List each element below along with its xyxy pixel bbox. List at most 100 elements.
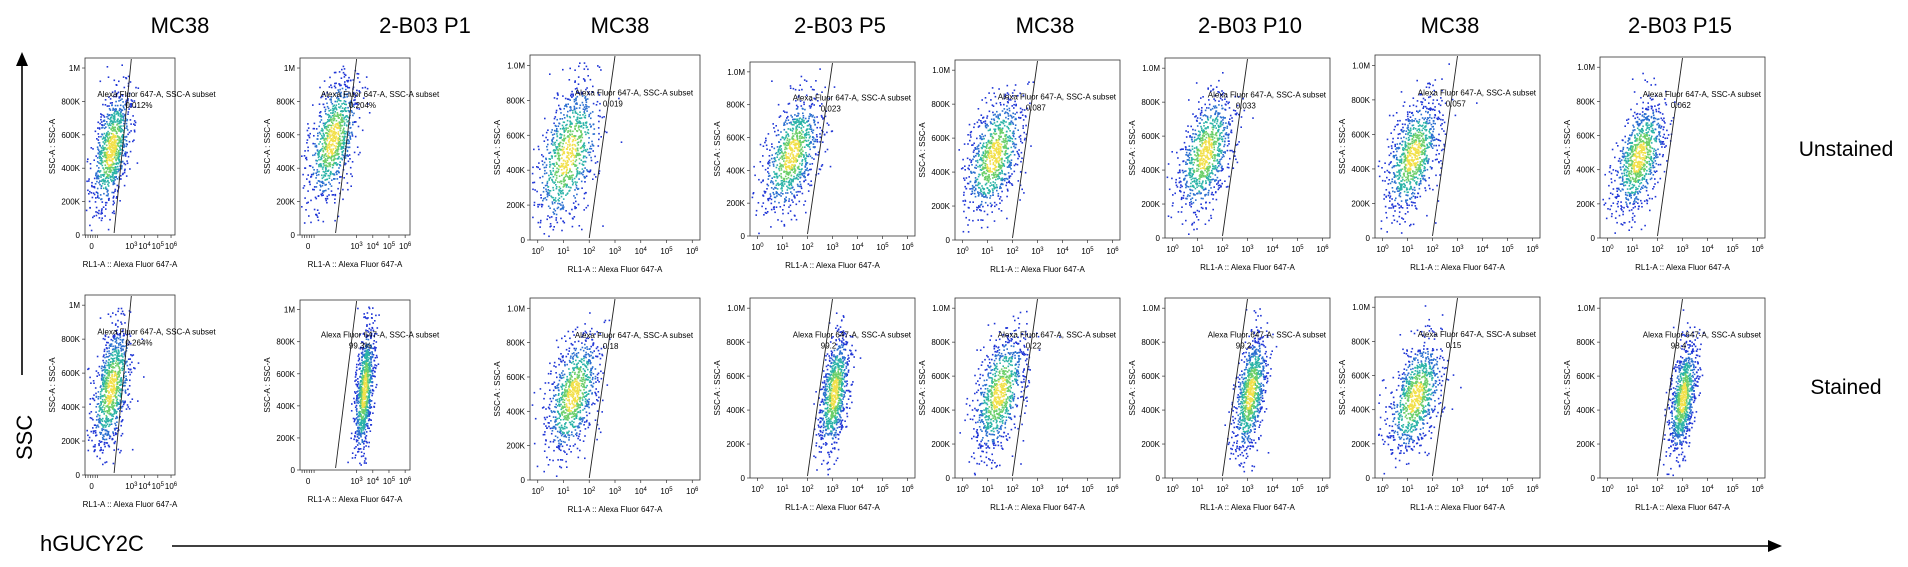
cell-dot bbox=[591, 140, 593, 143]
cell-dot bbox=[564, 137, 567, 140]
cell-dot bbox=[991, 174, 993, 176]
cell-dot bbox=[118, 153, 121, 156]
cell-dot bbox=[103, 175, 105, 177]
cell-dot bbox=[577, 171, 579, 174]
cell-dot bbox=[109, 176, 112, 179]
cell-dot bbox=[308, 134, 310, 137]
cell-dot bbox=[96, 180, 98, 183]
cell-dot bbox=[331, 194, 334, 196]
cell-dot bbox=[990, 99, 992, 101]
cell-dot bbox=[320, 116, 323, 118]
cell-dot bbox=[120, 166, 123, 168]
cell-dot bbox=[1205, 180, 1207, 182]
cell-dot bbox=[333, 154, 335, 157]
cell-dot bbox=[1206, 154, 1208, 156]
cell-dot bbox=[346, 182, 349, 184]
cell-dot bbox=[562, 198, 565, 200]
cell-dot bbox=[330, 98, 332, 100]
cell-dot bbox=[1187, 125, 1189, 127]
cell-dot bbox=[558, 104, 560, 107]
cell-dot bbox=[752, 192, 754, 195]
cell-dot bbox=[333, 126, 336, 128]
cell-dot bbox=[115, 108, 117, 111]
cell-dot bbox=[987, 129, 990, 132]
cell-dot bbox=[970, 193, 973, 195]
cell-dot bbox=[1009, 140, 1012, 142]
cell-dot bbox=[795, 155, 797, 157]
cell-dot bbox=[332, 194, 335, 196]
cell-dot bbox=[980, 190, 983, 193]
cell-dot bbox=[997, 195, 1000, 197]
cell-dot bbox=[110, 169, 112, 171]
hgucy2c-axis-label: hGUCY2C bbox=[40, 531, 144, 556]
cell-dot bbox=[997, 154, 999, 156]
cell-dot bbox=[992, 105, 995, 107]
cell-dot bbox=[998, 149, 1000, 152]
cell-dot bbox=[575, 99, 577, 102]
cell-dot bbox=[987, 189, 990, 192]
cell-dot bbox=[789, 168, 791, 171]
x-tick-label: 104 bbox=[367, 242, 380, 251]
cell-dot bbox=[326, 129, 329, 131]
cell-dot bbox=[560, 190, 563, 193]
cell-dot bbox=[339, 176, 341, 178]
cell-dot bbox=[544, 184, 547, 187]
cell-dot bbox=[557, 130, 559, 133]
cell-dot bbox=[804, 179, 807, 181]
cell-dot bbox=[108, 114, 111, 116]
cell-dot bbox=[555, 177, 558, 179]
cell-dot bbox=[779, 183, 781, 186]
cell-dot bbox=[98, 136, 100, 138]
cell-dot bbox=[759, 143, 762, 146]
cell-dot bbox=[582, 78, 585, 80]
cell-dot bbox=[570, 109, 572, 111]
cell-dot bbox=[100, 135, 102, 138]
cell-dot bbox=[767, 163, 770, 165]
cell-dot bbox=[343, 141, 346, 144]
cell-dot bbox=[571, 149, 573, 152]
cell-dot bbox=[1005, 184, 1007, 187]
cell-dot bbox=[556, 118, 558, 121]
cell-dot bbox=[797, 153, 799, 156]
cell-dot bbox=[343, 124, 346, 126]
cell-dot bbox=[779, 162, 781, 165]
x-tick-label: 0 bbox=[89, 242, 94, 251]
cell-dot bbox=[1224, 137, 1227, 140]
cell-dot bbox=[1006, 125, 1008, 128]
cell-dot bbox=[1008, 122, 1011, 124]
cell-dot bbox=[1007, 172, 1010, 174]
cell-dot bbox=[784, 162, 786, 164]
cell-dot bbox=[570, 171, 573, 173]
cell-dot bbox=[329, 148, 331, 151]
cell-dot bbox=[583, 109, 586, 111]
cell-dot bbox=[1010, 159, 1013, 161]
cell-dot bbox=[1234, 95, 1236, 98]
cell-dot bbox=[1186, 198, 1188, 200]
cell-dot bbox=[572, 109, 574, 112]
cell-dot bbox=[811, 157, 813, 159]
cell-dot bbox=[1019, 199, 1021, 201]
cell-dot bbox=[972, 158, 974, 161]
cell-dot bbox=[984, 192, 986, 195]
cell-dot bbox=[1217, 182, 1219, 184]
cell-dot bbox=[998, 88, 1000, 90]
cell-dot bbox=[588, 93, 590, 95]
cell-dot bbox=[797, 185, 799, 187]
cell-dot bbox=[321, 194, 323, 197]
cell-dot bbox=[777, 184, 780, 186]
cell-dot bbox=[1012, 95, 1014, 97]
cell-dot bbox=[787, 128, 790, 130]
cell-dot bbox=[336, 152, 338, 154]
cell-dot bbox=[785, 160, 787, 163]
cell-dot bbox=[109, 136, 111, 139]
cell-dot bbox=[123, 184, 126, 187]
cell-dot bbox=[112, 107, 114, 110]
cell-dot bbox=[1191, 197, 1194, 199]
cell-dot bbox=[556, 135, 559, 137]
cell-dot bbox=[110, 164, 112, 167]
cell-dot bbox=[103, 116, 106, 118]
cell-dot bbox=[1011, 121, 1014, 124]
cell-dot bbox=[97, 152, 99, 155]
cell-dot bbox=[562, 68, 564, 71]
